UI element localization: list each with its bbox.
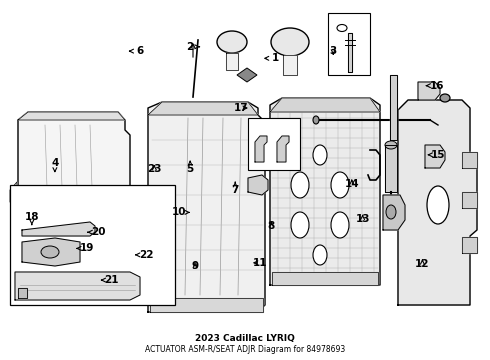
Text: 7: 7 xyxy=(231,182,239,195)
Text: 1: 1 xyxy=(265,53,279,63)
Ellipse shape xyxy=(385,141,397,149)
Polygon shape xyxy=(22,222,95,236)
Text: 16: 16 xyxy=(426,81,444,91)
Polygon shape xyxy=(390,75,397,140)
Text: 14: 14 xyxy=(344,179,359,189)
Ellipse shape xyxy=(337,24,347,32)
Polygon shape xyxy=(425,145,445,168)
Bar xyxy=(328,13,370,75)
Polygon shape xyxy=(148,102,265,312)
Ellipse shape xyxy=(386,205,396,219)
Text: 3: 3 xyxy=(330,46,337,56)
Polygon shape xyxy=(226,53,238,70)
Text: 22: 22 xyxy=(136,250,153,260)
Text: 12: 12 xyxy=(415,258,430,269)
Polygon shape xyxy=(20,280,128,292)
Polygon shape xyxy=(462,237,477,253)
Ellipse shape xyxy=(271,28,309,56)
Polygon shape xyxy=(418,82,440,100)
Ellipse shape xyxy=(291,212,309,238)
Polygon shape xyxy=(150,298,263,312)
Bar xyxy=(10,185,175,305)
Text: 13: 13 xyxy=(355,214,370,224)
Text: 23: 23 xyxy=(147,164,162,174)
Text: ACTUATOR ASM-R/SEAT ADJR Diagram for 84978693: ACTUATOR ASM-R/SEAT ADJR Diagram for 849… xyxy=(145,346,345,355)
Text: 6: 6 xyxy=(129,46,143,56)
Ellipse shape xyxy=(291,172,309,198)
Text: 17: 17 xyxy=(234,103,248,113)
Polygon shape xyxy=(18,112,130,292)
Ellipse shape xyxy=(41,246,59,258)
Polygon shape xyxy=(283,55,297,75)
Text: 20: 20 xyxy=(88,227,105,237)
Polygon shape xyxy=(18,288,27,298)
Polygon shape xyxy=(272,272,378,285)
Polygon shape xyxy=(248,175,268,195)
Polygon shape xyxy=(462,192,477,208)
Ellipse shape xyxy=(217,31,247,53)
Polygon shape xyxy=(277,136,289,162)
Bar xyxy=(248,118,300,170)
Ellipse shape xyxy=(331,172,349,198)
Polygon shape xyxy=(270,98,380,285)
Ellipse shape xyxy=(440,94,450,102)
Polygon shape xyxy=(348,33,352,72)
Polygon shape xyxy=(462,152,477,168)
Text: 4: 4 xyxy=(51,158,59,172)
Text: 8: 8 xyxy=(268,221,275,231)
Polygon shape xyxy=(398,100,477,305)
Text: 5: 5 xyxy=(187,161,194,174)
Text: 9: 9 xyxy=(192,261,198,271)
Text: 10: 10 xyxy=(172,207,189,217)
Ellipse shape xyxy=(313,245,327,265)
Text: 15: 15 xyxy=(428,150,446,160)
Ellipse shape xyxy=(427,186,449,224)
Ellipse shape xyxy=(313,145,327,165)
Polygon shape xyxy=(385,145,397,192)
Polygon shape xyxy=(22,238,80,266)
Text: 19: 19 xyxy=(77,243,95,253)
Polygon shape xyxy=(255,136,267,162)
Text: 2023 Cadillac LYRIQ: 2023 Cadillac LYRIQ xyxy=(195,333,295,342)
Polygon shape xyxy=(18,112,125,120)
Polygon shape xyxy=(237,68,257,82)
Polygon shape xyxy=(10,182,17,210)
Polygon shape xyxy=(270,98,380,112)
Ellipse shape xyxy=(313,116,319,124)
Polygon shape xyxy=(148,102,258,115)
Polygon shape xyxy=(15,272,140,300)
Ellipse shape xyxy=(331,212,349,238)
Text: 2: 2 xyxy=(187,42,199,52)
Text: 11: 11 xyxy=(252,258,267,268)
Text: 21: 21 xyxy=(101,275,119,285)
Polygon shape xyxy=(383,195,405,230)
Text: 18: 18 xyxy=(24,212,39,225)
